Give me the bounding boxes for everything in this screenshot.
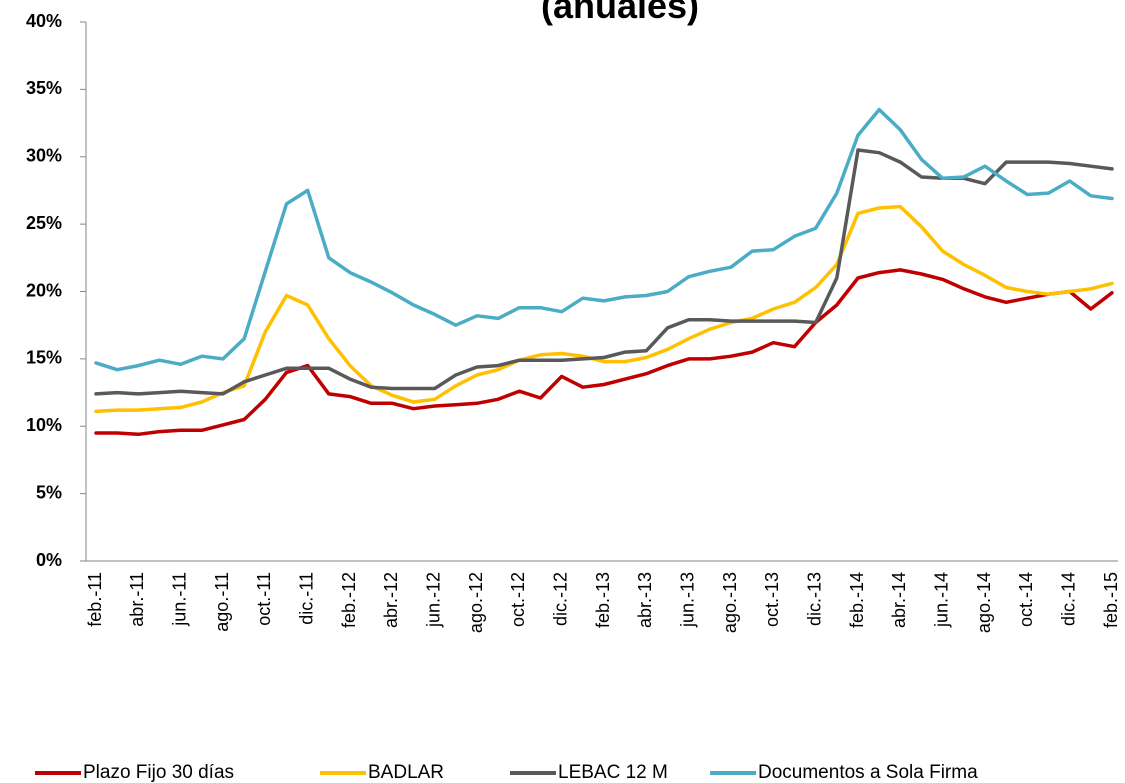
x-tick-label: jun.-13 [677, 572, 697, 628]
series-line [94, 107, 1114, 372]
x-tick-label: jun.-14 [931, 572, 951, 628]
legend-label: LEBAC 12 M [558, 762, 668, 783]
series-line [94, 148, 1114, 396]
x-tick-label: feb.-11 [85, 572, 105, 627]
y-tick-label: 30% [26, 146, 62, 166]
chart-title: (anuales) [541, 0, 699, 26]
x-tick-label: oct.-12 [508, 572, 528, 627]
x-tick-label: abr.-13 [635, 572, 655, 628]
x-tick-label: dic.-14 [1058, 572, 1078, 626]
legend-label: BADLAR [368, 762, 444, 783]
x-tick-label: jun.-12 [423, 572, 443, 628]
y-tick-label: 0% [36, 550, 62, 570]
x-tick-label: feb.-15 [1101, 572, 1121, 628]
x-tick-label: abr.-12 [381, 572, 401, 628]
x-tick-label: jun.-11 [169, 572, 189, 627]
x-tick-label: feb.-14 [847, 572, 867, 628]
legend-label: Plazo Fijo 30 días [83, 762, 234, 783]
x-tick-label: feb.-13 [593, 572, 613, 628]
x-tick-label: dic.-13 [804, 572, 824, 626]
y-tick-label: 15% [26, 348, 62, 368]
x-tick-label: oct.-14 [1016, 572, 1036, 627]
x-tick-label: abr.-11 [127, 572, 147, 627]
x-tick-label: dic.-11 [296, 572, 316, 625]
series-line [94, 204, 1114, 414]
x-tick-label: ago.-14 [974, 572, 994, 633]
y-tick-label: 20% [26, 280, 62, 300]
x-tick-label: ago.-13 [720, 572, 740, 633]
x-tick-label: oct.-11 [254, 572, 274, 626]
series-line [94, 268, 1114, 437]
legend-label: Documentos a Sola Firma [758, 762, 978, 783]
x-tick-label: ago.-12 [466, 572, 486, 633]
x-tick-label: feb.-12 [339, 572, 359, 628]
y-tick-label: 5% [36, 482, 62, 502]
y-tick-label: 35% [26, 78, 62, 98]
x-tick-label: dic.-12 [550, 572, 570, 626]
y-tick-label: 10% [26, 415, 62, 435]
x-tick-label: oct.-13 [762, 572, 782, 627]
y-tick-label: 40% [26, 11, 62, 31]
x-tick-label: ago.-11 [212, 572, 232, 632]
y-tick-label: 25% [26, 213, 62, 233]
x-tick-label: abr.-14 [889, 572, 909, 628]
